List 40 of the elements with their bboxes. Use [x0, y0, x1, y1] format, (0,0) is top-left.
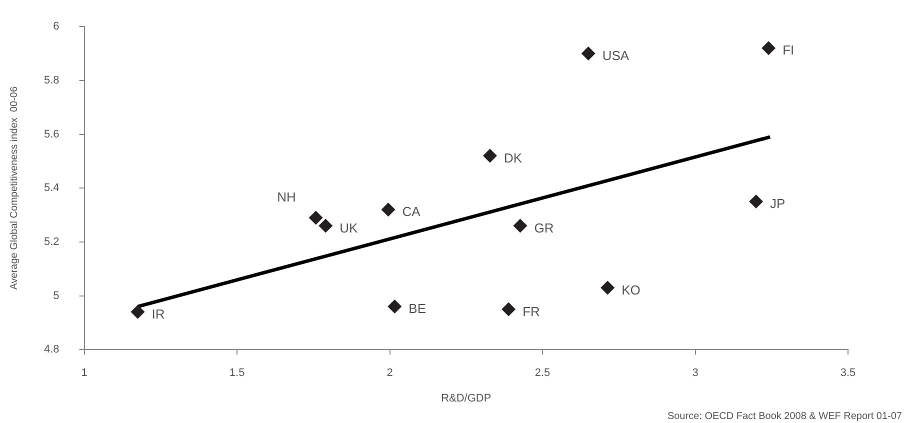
annotation: IR	[152, 306, 165, 322]
annotation: BE	[408, 301, 426, 316]
point	[762, 41, 776, 56]
point	[318, 218, 333, 233]
y-tick-label: 4.8	[44, 344, 60, 356]
annotation: NH	[277, 189, 296, 204]
point	[502, 302, 516, 316]
y-axis-title: Average Global Competitiveness index 00-06	[8, 86, 20, 290]
point	[308, 210, 323, 225]
point	[513, 218, 528, 233]
point	[130, 304, 145, 319]
x-tick-label: 1	[81, 367, 88, 380]
x-tick-label: 2.5	[534, 367, 550, 380]
annotation: CA	[402, 204, 421, 220]
annotation: FI	[782, 42, 794, 58]
source-note: Source: OECD Fact Book 2008 & WEF Report 01-07	[667, 410, 902, 422]
point	[600, 280, 615, 295]
point	[381, 202, 396, 217]
annotation: FR	[522, 304, 540, 319]
y-tick-label: 5.4	[44, 182, 60, 194]
point	[581, 46, 596, 61]
annotation: JP	[770, 196, 786, 212]
point	[388, 300, 402, 314]
y-tick-label: 5	[53, 290, 60, 302]
x-tick-label: 2	[386, 367, 393, 380]
x-tick-label: 1.5	[229, 367, 245, 380]
annotation: DK	[504, 150, 522, 166]
annotation: UK	[340, 220, 358, 236]
annotation: GR	[534, 220, 554, 236]
annotation: KO	[622, 282, 640, 298]
x-tick-label: 3.5	[840, 367, 856, 380]
x-axis-title: R&D/GDP	[441, 392, 492, 404]
y-tick-label: 5.2	[44, 236, 60, 248]
y-tick-label: 6	[53, 20, 60, 33]
x-tick-label: 3	[692, 367, 698, 380]
annotation: USA	[602, 48, 630, 64]
point	[482, 148, 497, 163]
y-tick-label: 5.8	[44, 74, 60, 86]
point	[749, 194, 764, 209]
y-tick-label: 5.6	[44, 128, 60, 140]
